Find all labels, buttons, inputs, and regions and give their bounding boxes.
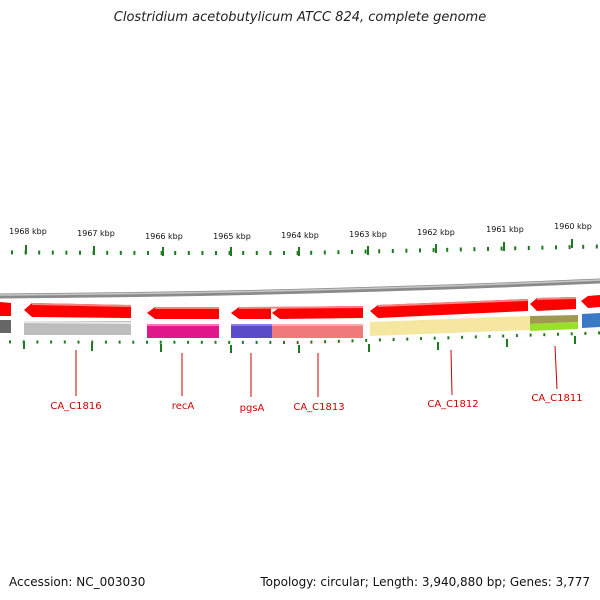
kbp-tick-label: 1965 kbp xyxy=(213,232,251,241)
genome-title: Clostridium acetobutylicum ATCC 824, com… xyxy=(113,10,487,25)
gene-highlight xyxy=(238,306,364,309)
feature-block[interactable] xyxy=(231,324,272,338)
inner-tick-ring xyxy=(9,331,600,353)
forward-strand-track xyxy=(0,295,600,319)
feature-block[interactable] xyxy=(370,316,530,336)
feature-block[interactable] xyxy=(0,320,11,333)
feature-track xyxy=(0,313,600,338)
kbp-tick-label: 1967 kbp xyxy=(77,229,115,238)
kbp-tick-label: 1961 kbp xyxy=(486,225,524,234)
feature-block[interactable] xyxy=(147,324,219,338)
leader-line xyxy=(554,345,558,390)
gene-arrow[interactable] xyxy=(24,303,131,318)
kbp-tick-label: 1964 kbp xyxy=(281,231,319,240)
kbp-tick-label: 1960 kbp xyxy=(554,222,592,231)
gene-arrow[interactable] xyxy=(272,306,363,319)
genome-summary: Topology: circular; Length: 3,940,880 bp… xyxy=(260,575,590,589)
kbp-tick-label: 1968 kbp xyxy=(9,227,47,236)
leader-line xyxy=(450,349,453,396)
feature-block[interactable] xyxy=(272,324,363,338)
feature-block[interactable] xyxy=(530,315,578,324)
feature-block[interactable] xyxy=(582,313,600,328)
feature-block[interactable] xyxy=(24,321,131,335)
genome-backbone-highlight xyxy=(0,279,600,296)
genome-backbone xyxy=(0,278,600,299)
gene-arrow[interactable] xyxy=(147,307,219,319)
gene-label-pgsa[interactable]: pgsA xyxy=(240,403,265,414)
gene-labels: CA_C1816 recA pgsA CA_C1813 CA_C1812 CA_… xyxy=(50,345,583,414)
feature-block[interactable] xyxy=(530,322,578,331)
gene-label-ca-c1813[interactable]: CA_C1813 xyxy=(293,402,344,413)
kbp-tick-label: 1962 kbp xyxy=(417,228,455,237)
gene-highlight xyxy=(536,297,577,300)
gene-highlight xyxy=(377,299,529,307)
feature-highlight xyxy=(23,321,132,324)
gene-arrow[interactable] xyxy=(0,302,11,316)
kbp-tick-labels: 1968 kbp 1967 kbp 1966 kbp 1965 kbp 1964 kbp… xyxy=(9,222,592,241)
gene-label-ca-c1811[interactable]: CA_C1811 xyxy=(531,393,582,404)
gene-arrow[interactable] xyxy=(231,307,271,319)
gene-label-reca[interactable]: recA xyxy=(172,401,195,412)
gene-arrow[interactable] xyxy=(530,297,576,311)
gene-label-ca-c1816[interactable]: CA_C1816 xyxy=(50,401,101,412)
gene-label-ca-c1812[interactable]: CA_C1812 xyxy=(427,399,478,410)
gene-highlight xyxy=(31,303,132,307)
gene-arrow[interactable] xyxy=(581,295,600,308)
outer-tick-ring xyxy=(11,239,598,256)
accession-label: Accession: NC_003030 xyxy=(9,575,146,589)
kbp-tick-label: 1966 kbp xyxy=(145,232,183,241)
kbp-tick-label: 1963 kbp xyxy=(349,230,387,239)
